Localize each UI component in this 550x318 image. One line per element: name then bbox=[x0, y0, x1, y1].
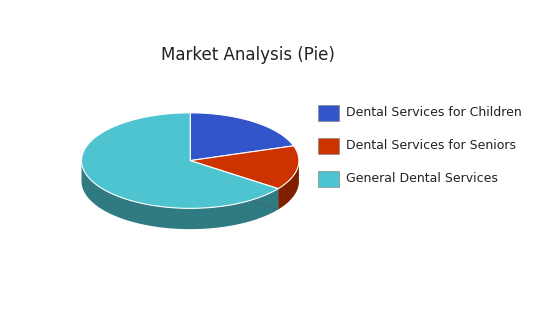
Text: Market Analysis (Pie): Market Analysis (Pie) bbox=[161, 45, 335, 64]
Polygon shape bbox=[190, 161, 278, 210]
Polygon shape bbox=[81, 161, 278, 229]
Polygon shape bbox=[190, 113, 294, 161]
Text: General Dental Services: General Dental Services bbox=[346, 172, 498, 185]
Text: Dental Services for Seniors: Dental Services for Seniors bbox=[346, 139, 516, 152]
Polygon shape bbox=[81, 113, 278, 208]
Bar bbox=[318, 171, 339, 187]
Polygon shape bbox=[278, 161, 299, 210]
Bar bbox=[318, 138, 339, 154]
Polygon shape bbox=[190, 146, 299, 189]
Polygon shape bbox=[190, 161, 278, 210]
Bar bbox=[318, 105, 339, 121]
Text: Dental Services for Children: Dental Services for Children bbox=[346, 106, 522, 119]
